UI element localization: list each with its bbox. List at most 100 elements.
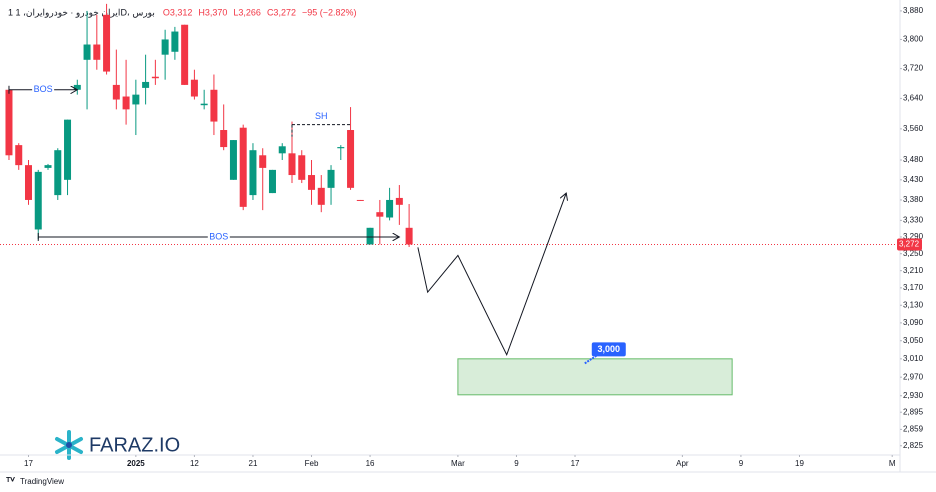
candle-body xyxy=(337,147,345,149)
candle-body xyxy=(366,227,374,245)
candle-body xyxy=(181,24,189,85)
footer-mark: ᵀⱽ xyxy=(6,477,15,488)
candle-body xyxy=(239,127,247,207)
y-tick-label: 2,930 xyxy=(903,391,924,400)
candle-body xyxy=(15,145,23,166)
x-tick-label: 16 xyxy=(366,459,375,468)
annotation-label: SH xyxy=(315,111,328,121)
y-tick-label: 3,560 xyxy=(903,124,924,133)
annotation-label: BOS xyxy=(209,231,228,241)
candle-body xyxy=(298,155,306,180)
x-tick-label: 9 xyxy=(514,459,519,468)
y-tick-label: 3,090 xyxy=(903,318,924,327)
x-tick-label: Apr xyxy=(676,459,689,468)
last-price-label: 3,272 xyxy=(899,240,920,249)
x-tick-label: Mar xyxy=(451,459,465,468)
annotation-label: BOS xyxy=(34,84,53,94)
candle-body xyxy=(229,140,237,180)
candle-body xyxy=(171,31,179,52)
x-tick-label: M xyxy=(889,459,896,468)
x-tick-label: 2025 xyxy=(127,459,145,468)
candle-body xyxy=(220,130,228,148)
candle-body xyxy=(356,199,364,201)
footer-text: TradingView xyxy=(20,477,64,486)
candle-body xyxy=(200,103,208,106)
candle-body xyxy=(376,212,384,217)
x-tick-label: 17 xyxy=(571,459,580,468)
y-tick-label: 3,720 xyxy=(903,64,924,73)
candle-body xyxy=(249,150,257,196)
target-zone xyxy=(457,358,733,396)
candle-body xyxy=(151,76,159,79)
candle-body xyxy=(395,197,403,205)
candle-body xyxy=(73,84,81,90)
candle-body xyxy=(327,169,335,188)
brand-name: FARAZ.IO xyxy=(89,434,180,456)
annotation-label-bg xyxy=(32,84,55,95)
candle-body xyxy=(34,171,42,230)
y-tick-label: 3,050 xyxy=(903,336,924,345)
y-tick-label: 3,250 xyxy=(903,249,924,258)
candle-body xyxy=(317,187,325,205)
x-tick-label: 19 xyxy=(795,459,804,468)
candle-body xyxy=(190,79,198,97)
candle-body xyxy=(259,155,267,168)
candle-body xyxy=(288,153,296,176)
candle-body xyxy=(161,39,169,55)
y-tick-label: 3,330 xyxy=(903,215,924,224)
last-price-tag xyxy=(897,238,922,251)
ohlc-label: −95 (−2.82%) xyxy=(302,7,357,17)
candle-body xyxy=(268,169,276,194)
y-tick-label: 2,970 xyxy=(903,372,924,381)
brand-logo: FARAZ.IO xyxy=(55,430,180,460)
candle-body xyxy=(93,44,101,60)
candle-body xyxy=(308,175,316,190)
ohlc-label: H3,370 xyxy=(198,7,227,17)
y-tick-label: 2,895 xyxy=(903,407,924,416)
y-tick-label: 3,210 xyxy=(903,266,924,275)
candle-body xyxy=(386,199,394,218)
annotation-label-bg xyxy=(207,231,230,242)
candle-body xyxy=(44,165,52,168)
candle-body xyxy=(278,146,286,154)
candle-body xyxy=(142,81,150,88)
ohlc-label: O3,312 xyxy=(163,7,193,17)
x-tick-label: 21 xyxy=(249,459,258,468)
tag-box xyxy=(591,342,626,357)
candle-body xyxy=(112,84,120,100)
y-tick-label: 3,170 xyxy=(903,283,924,292)
candle-body xyxy=(405,227,413,245)
footer-logo: ᵀⱽ TradingView xyxy=(6,477,64,488)
candle-body xyxy=(83,44,91,60)
y-tick-label: 3,800 xyxy=(903,35,924,44)
candle-body xyxy=(103,14,111,72)
y-tick-label: 3,380 xyxy=(903,195,924,204)
candle-body xyxy=(132,94,140,105)
y-tick-label: 3,010 xyxy=(903,354,924,363)
y-tick-label: 3,480 xyxy=(903,155,924,164)
candle-body xyxy=(5,89,13,156)
ohlc-label: C3,272 xyxy=(267,7,296,17)
y-tick-label: 3,880 xyxy=(903,6,924,15)
candle-body xyxy=(54,150,62,196)
ohlc-label: L3,266 xyxy=(233,7,261,17)
y-tick-label: 2,859 xyxy=(903,424,924,433)
header: 1 ایران خودرو · خودرو‌ایران، 1D، بورس O3… xyxy=(8,7,357,18)
y-tick-label: 3,130 xyxy=(903,300,924,309)
y-tick-label: 3,290 xyxy=(903,232,924,241)
candle-body xyxy=(64,119,72,180)
x-tick-label: 17 xyxy=(24,459,33,468)
x-tick-label: 9 xyxy=(739,459,744,468)
candle-body xyxy=(347,130,355,188)
tag-label: 3,000 xyxy=(598,344,621,354)
candle-body xyxy=(122,96,130,110)
symbol-title: 1 ایران خودرو · خودرو‌ایران، 1D، بورس xyxy=(8,7,155,18)
y-tick-label: 3,640 xyxy=(903,94,924,103)
candle-body xyxy=(210,89,218,122)
tag-pointer xyxy=(584,354,598,365)
y-tick-label: 3,430 xyxy=(903,175,924,184)
x-tick-label: Feb xyxy=(305,459,319,468)
x-tick-label: 12 xyxy=(190,459,199,468)
y-tick-label: 2,825 xyxy=(903,441,924,450)
